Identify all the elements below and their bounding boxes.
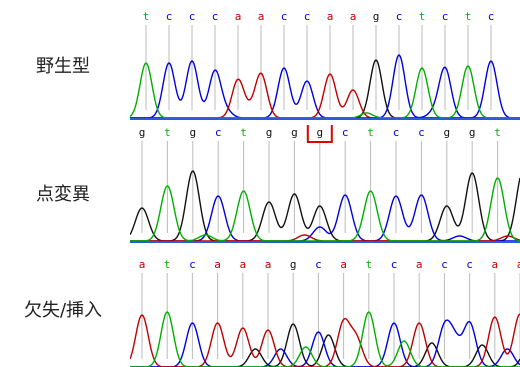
base-letter: c	[281, 10, 288, 23]
base-letter: a	[416, 258, 423, 271]
base-letter: a	[265, 258, 272, 271]
base-letter: c	[466, 258, 473, 271]
panel-label-wildtype: 野生型	[36, 56, 90, 77]
base-letter: c	[488, 10, 495, 23]
base-letter: a	[327, 10, 334, 23]
base-letter: c	[442, 10, 449, 23]
base-letter: g	[316, 126, 323, 139]
base-letter: t	[367, 126, 374, 139]
base-letter: g	[139, 126, 146, 139]
base-letter: a	[139, 258, 146, 271]
base-letter: t	[494, 126, 501, 139]
base-letter: g	[373, 10, 380, 23]
base-letter: g	[189, 126, 196, 139]
base-letter: a	[350, 10, 357, 23]
base-letter: a	[235, 10, 242, 23]
base-letter: c	[166, 10, 173, 23]
trace-line-a	[130, 72, 520, 119]
base-letter: c	[189, 258, 196, 271]
base-letter: t	[465, 10, 472, 23]
base-letter: t	[143, 10, 150, 23]
trace-line-g	[130, 323, 520, 367]
panel-label-indel: 欠失/挿入	[23, 300, 103, 321]
base-letter: t	[164, 126, 171, 139]
base-letter: t	[365, 258, 372, 271]
base-letter: c	[315, 258, 322, 271]
base-letter: c	[391, 258, 398, 271]
base-letter: a	[491, 258, 498, 271]
trace-line-g	[130, 170, 520, 242]
base-letter: c	[215, 126, 222, 139]
base-letter: c	[418, 126, 425, 139]
base-letter: a	[258, 10, 265, 23]
base-letter: c	[304, 10, 311, 23]
base-letter: g	[469, 126, 476, 139]
base-letter: c	[342, 126, 349, 139]
base-letter: t	[240, 126, 247, 139]
base-letter: g	[443, 126, 450, 139]
base-letter: g	[290, 258, 297, 271]
panel-indel: 欠失/挿入 a t c a a a g c a t c a c c a a	[0, 250, 520, 367]
base-letter: a	[517, 258, 520, 271]
base-letter: g	[266, 126, 273, 139]
base-letter: c	[393, 126, 400, 139]
base-letter: c	[441, 258, 448, 271]
mutation-highlight-box	[306, 125, 333, 143]
base-letter: c	[189, 10, 196, 23]
trace-point-mutation: gtgctgggctccggtg	[130, 125, 520, 243]
panel-point-mutation: 点変異 gtgctgggctccggtg	[0, 125, 520, 250]
base-letter: t	[164, 258, 171, 271]
base-letter: c	[396, 10, 403, 23]
base-letter: a	[239, 258, 246, 271]
trace-indel: atcaaagcatcaccaa	[130, 258, 520, 367]
base-letter: g	[291, 126, 298, 139]
panel-label-point-mutation: 点変異	[36, 184, 90, 205]
base-letter: a	[340, 258, 347, 271]
panel-wildtype: 野生型 t c c c a a c c a a g c t c t c	[0, 0, 520, 125]
base-letter: a	[214, 258, 221, 271]
trace-line-c	[130, 319, 520, 367]
base-letter: t	[419, 10, 426, 23]
base-letter: c	[212, 10, 219, 23]
